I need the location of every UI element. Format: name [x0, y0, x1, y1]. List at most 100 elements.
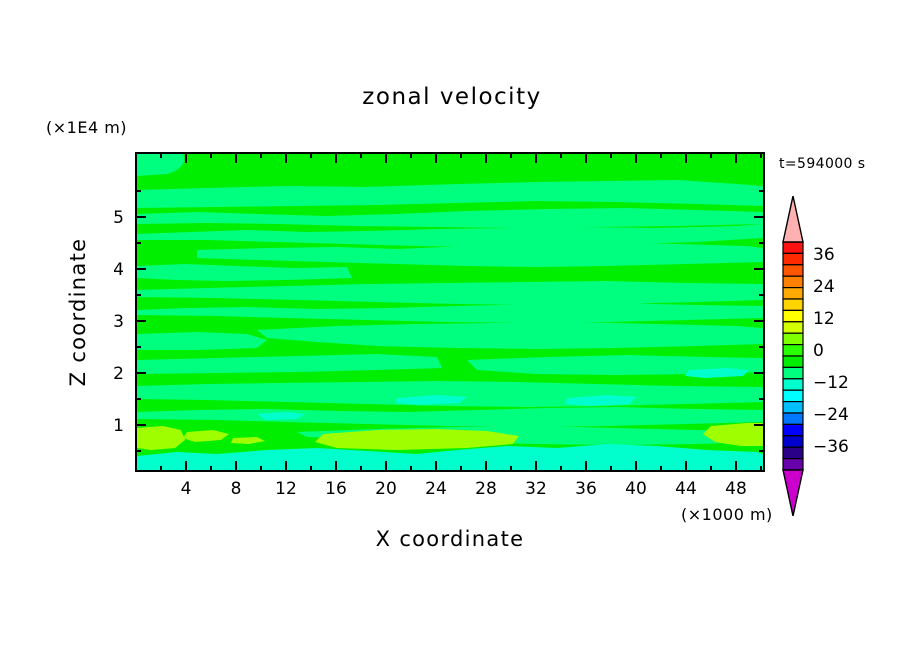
x-tick-minor-bottom: [610, 466, 612, 472]
colorbar-band: [782, 286, 804, 300]
x-tick-minor-bottom: [360, 466, 362, 472]
colorbar-band: [782, 446, 804, 460]
colorbar-over-arrow: [782, 196, 804, 243]
x-tick-minor-bottom: [560, 466, 562, 472]
x-tick-major-bottom: [485, 461, 487, 472]
y-tick-label: 2: [113, 364, 124, 384]
colorbar-band: [782, 298, 804, 311]
colorbar-band: [782, 389, 804, 403]
colorbar-band: [782, 355, 804, 368]
y-axis-title: Z coordinate: [66, 237, 90, 387]
colorbar-band: [782, 366, 804, 380]
y-tick-minor-right: [759, 294, 765, 296]
x-tick-major: [435, 152, 437, 163]
x-tick-major: [735, 152, 737, 163]
colorbar-band: [782, 321, 804, 334]
x-tick-label: 16: [325, 479, 347, 499]
plot-area: [135, 152, 765, 472]
x-tick-label: 48: [725, 479, 747, 499]
colorbar-band: [782, 241, 804, 254]
y-tick-label: 5: [113, 208, 124, 228]
colorbar-under-arrow: [782, 469, 804, 516]
colorbar-tick-label: −24: [813, 405, 849, 425]
x-tick-major: [535, 152, 537, 163]
colorbar-tick-label: 0: [813, 341, 824, 361]
x-tick-minor: [660, 152, 662, 158]
x-tick-major-bottom: [635, 461, 637, 472]
y-tick-major: [135, 216, 146, 218]
y-tick-minor: [135, 190, 141, 192]
page-title: zonal velocity: [362, 84, 542, 110]
x-tick-minor: [210, 152, 212, 158]
y-tick-minor-right: [759, 450, 765, 452]
x-tick-label: 36: [575, 479, 597, 499]
y-tick-label: 4: [113, 260, 124, 280]
x-tick-major: [685, 152, 687, 163]
x-tick-major-bottom: [685, 461, 687, 472]
colorbar-swatches: [782, 196, 804, 516]
x-tick-minor-bottom: [260, 466, 262, 472]
y-tick-minor: [135, 398, 141, 400]
colorbar-band: [782, 275, 804, 289]
x-tick-minor: [310, 152, 312, 158]
colorbar-tick-label: 12: [813, 309, 835, 329]
x-tick-major-bottom: [335, 461, 337, 472]
x-tick-major: [235, 152, 237, 163]
x-tick-minor-bottom: [510, 466, 512, 472]
x-tick-major-bottom: [285, 461, 287, 472]
colorbar-band: [782, 458, 804, 471]
x-tick-label: 44: [675, 479, 697, 499]
x-tick-minor: [610, 152, 612, 158]
x-tick-major-bottom: [585, 461, 587, 472]
x-tick-minor: [260, 152, 262, 158]
x-tick-minor: [560, 152, 562, 158]
x-tick-minor: [760, 152, 762, 158]
x-tick-label: 28: [475, 479, 497, 499]
x-tick-major-bottom: [435, 461, 437, 472]
colorbar: 36 24 12 0 −12 −24 −36: [781, 196, 849, 516]
x-tick-label: 32: [525, 479, 547, 499]
y-tick-label: 1: [113, 416, 124, 436]
x-tick-minor-bottom: [460, 466, 462, 472]
y-tick-minor-right: [759, 398, 765, 400]
colorbar-band: [782, 378, 804, 391]
y-tick-minor-right: [759, 242, 765, 244]
colorbar-band: [782, 252, 804, 266]
x-tick-label: 8: [230, 479, 242, 499]
x-tick-major: [385, 152, 387, 163]
y-tick-major-right: [754, 268, 765, 270]
x-tick-minor-bottom: [310, 466, 312, 472]
x-tick-label: 4: [180, 479, 192, 499]
colorbar-band: [782, 435, 804, 448]
x-tick-major: [335, 152, 337, 163]
x-tick-major: [285, 152, 287, 163]
y-tick-minor-right: [759, 346, 765, 348]
x-tick-major: [585, 152, 587, 163]
timestamp-annotation: t=594000 s: [779, 156, 866, 172]
y-tick-minor: [135, 242, 141, 244]
colorbar-band: [782, 344, 804, 357]
x-tick-minor-bottom: [660, 466, 662, 472]
colorbar-band: [782, 412, 804, 425]
x-tick-minor-bottom: [410, 466, 412, 472]
x-tick-major: [635, 152, 637, 163]
colorbar-band: [782, 332, 804, 346]
x-tick-major: [185, 152, 187, 163]
x-tick-minor-bottom: [160, 466, 162, 472]
y-tick-major-right: [754, 424, 765, 426]
x-tick-minor-bottom: [210, 466, 212, 472]
y-tick-major-right: [754, 320, 765, 322]
y-tick-minor: [135, 450, 141, 452]
x-tick-label: 40: [625, 479, 647, 499]
colorbar-tick-label: −36: [813, 437, 849, 457]
x-tick-label: 24: [425, 479, 447, 499]
x-tick-minor-bottom: [760, 466, 762, 472]
y-tick-minor: [135, 346, 141, 348]
y-tick-minor: [135, 294, 141, 296]
colorbar-band: [782, 264, 804, 277]
x-tick-major-bottom: [735, 461, 737, 472]
x-tick-major-bottom: [185, 461, 187, 472]
x-tick-major-bottom: [535, 461, 537, 472]
y-axis-unit-label: (×1E4 m): [46, 118, 128, 137]
